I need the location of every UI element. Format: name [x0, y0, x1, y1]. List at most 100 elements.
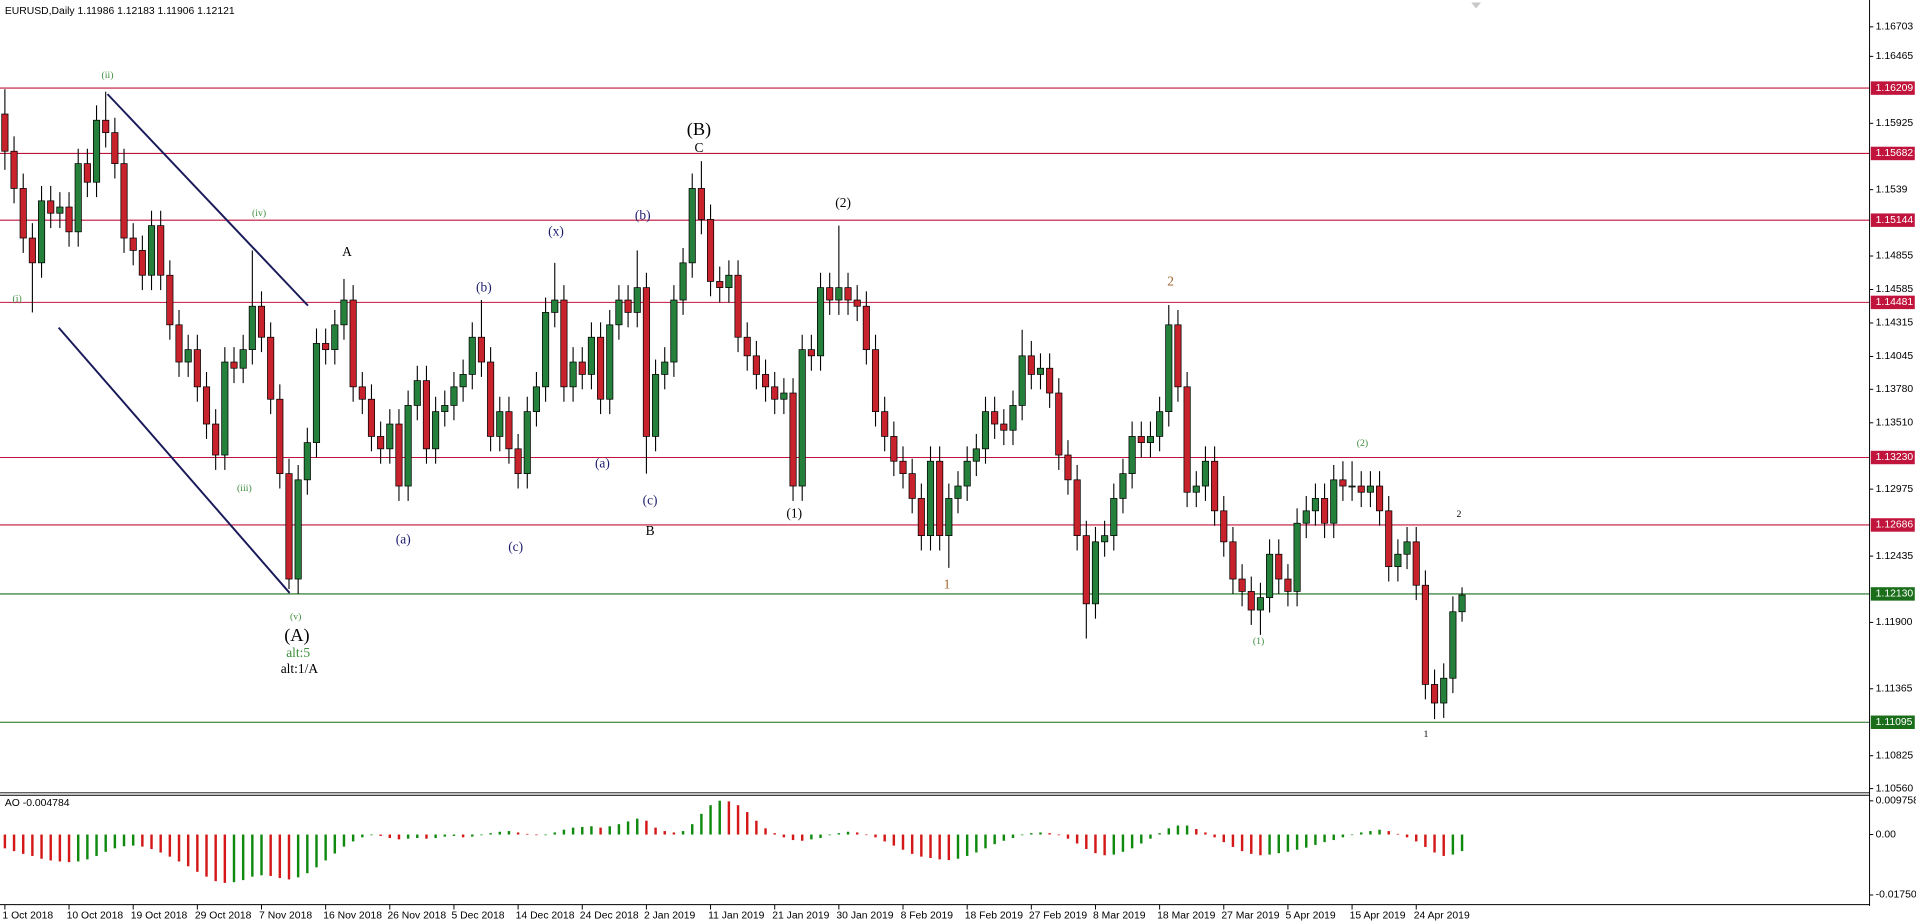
candle-body	[908, 473, 916, 499]
y-tick-label: 1.15925	[1876, 118, 1914, 129]
wave-label: (a)	[396, 531, 411, 546]
candle-body	[569, 361, 577, 388]
x-tick-label: 26 Nov 2018	[387, 910, 446, 921]
candle-body	[386, 423, 394, 450]
low-value: 1.11906	[158, 6, 195, 17]
level-label: 1.13230	[1876, 452, 1914, 463]
y-tick-label: 0.009758	[1876, 796, 1916, 807]
x-tick-label: 1 Oct 2018	[2, 910, 53, 921]
candle-body	[395, 423, 403, 487]
candle-body	[1440, 677, 1448, 704]
y-tick-label: 1.14585	[1876, 284, 1914, 295]
wave-label: (ii)	[102, 70, 114, 81]
candle-body	[367, 398, 376, 437]
candle-body	[624, 299, 632, 313]
candle-body	[597, 336, 605, 400]
wave-label: (b)	[476, 280, 492, 295]
wave-label: (b)	[635, 207, 651, 222]
candle-body	[697, 188, 705, 220]
wave-label: (1)	[1253, 636, 1264, 647]
candle-body	[1183, 386, 1191, 493]
candle-body	[844, 287, 852, 301]
x-tick-label: 8 Feb 2019	[901, 910, 954, 921]
candle-body	[505, 411, 513, 450]
candle-body	[615, 299, 623, 326]
y-tick-label: 1.1539	[1876, 184, 1908, 195]
candle-body	[1403, 541, 1411, 555]
y-tick-label: 1.14315	[1876, 318, 1914, 329]
candle-body	[74, 163, 82, 233]
x-tick-label: 2 Jan 2019	[644, 910, 696, 921]
candle-body	[881, 411, 889, 437]
y-tick-label: 1.10825	[1876, 750, 1914, 761]
trend-line	[106, 93, 309, 307]
candle-body	[1339, 479, 1347, 487]
candle-body	[202, 386, 211, 425]
y-tick-label: 0.00	[1876, 829, 1896, 840]
candle-body	[166, 274, 174, 326]
candle-body	[1330, 479, 1338, 524]
candle-body	[1091, 541, 1100, 605]
candle-body	[1275, 553, 1283, 580]
wave-label: (1)	[786, 506, 802, 521]
candle-body	[1220, 510, 1228, 543]
x-tick-label: 10 Oct 2018	[67, 910, 124, 921]
candle-body	[560, 299, 568, 388]
candle-body	[303, 442, 311, 481]
candle-body	[1211, 460, 1219, 512]
candle-body	[404, 405, 412, 487]
indicator-value: -0.004784	[23, 798, 70, 809]
candle-body	[1201, 460, 1209, 487]
candle-body	[670, 299, 678, 363]
candle-body	[862, 305, 870, 350]
candle-body	[1357, 485, 1365, 493]
indicator-header: AO -0.004784	[5, 798, 70, 809]
candle-body	[331, 324, 339, 350]
candle-body	[230, 361, 238, 369]
candle-body	[1302, 510, 1310, 524]
candle-body	[120, 163, 128, 239]
candle-body	[679, 262, 687, 301]
indicator-name: AO	[5, 798, 20, 809]
candle-body	[129, 237, 137, 251]
y-tick-label: 1.11365	[1876, 684, 1913, 695]
wave-label: (2)	[1357, 438, 1368, 449]
candle-body	[853, 299, 861, 307]
wave-label: (A)	[284, 625, 309, 646]
wave-label: C	[694, 140, 703, 155]
candle-body	[1, 113, 9, 152]
candle-body	[432, 411, 440, 450]
level-label: 1.11095	[1876, 717, 1913, 728]
high-value: 1.12183	[117, 6, 155, 17]
y-tick-label: 1.13780	[1876, 384, 1914, 395]
candle-body	[1293, 522, 1301, 592]
level-label: 1.15682	[1876, 148, 1914, 159]
wave-label: 2	[1457, 509, 1462, 520]
level-label-box	[1870, 146, 1915, 161]
candle-body	[707, 219, 715, 282]
candle-body	[661, 361, 669, 375]
candle-body	[1412, 541, 1420, 586]
wave-label: A	[342, 244, 352, 259]
wave-label: (iii)	[237, 483, 252, 494]
candle-body	[294, 479, 302, 580]
candle-body	[248, 305, 256, 350]
level-label: 1.15144	[1876, 215, 1914, 226]
candle-body	[1064, 454, 1072, 481]
candle-body	[239, 349, 247, 369]
x-tick-label: 19 Oct 2018	[131, 910, 188, 921]
x-tick-label: 29 Oct 2018	[195, 910, 252, 921]
candle-body	[477, 336, 485, 363]
candle-body	[1036, 367, 1045, 375]
candle-body	[725, 274, 733, 288]
y-tick-label: 1.16703	[1876, 22, 1914, 33]
candle-body	[789, 392, 797, 487]
level-label: 1.14481	[1876, 297, 1914, 308]
candle-body	[752, 355, 760, 375]
candle-body	[1238, 578, 1246, 592]
candle-body	[285, 473, 293, 580]
candle-body	[771, 386, 779, 400]
candle-body	[1385, 510, 1393, 567]
close-value: 1.12121	[197, 6, 235, 17]
candle-body	[1073, 479, 1081, 536]
